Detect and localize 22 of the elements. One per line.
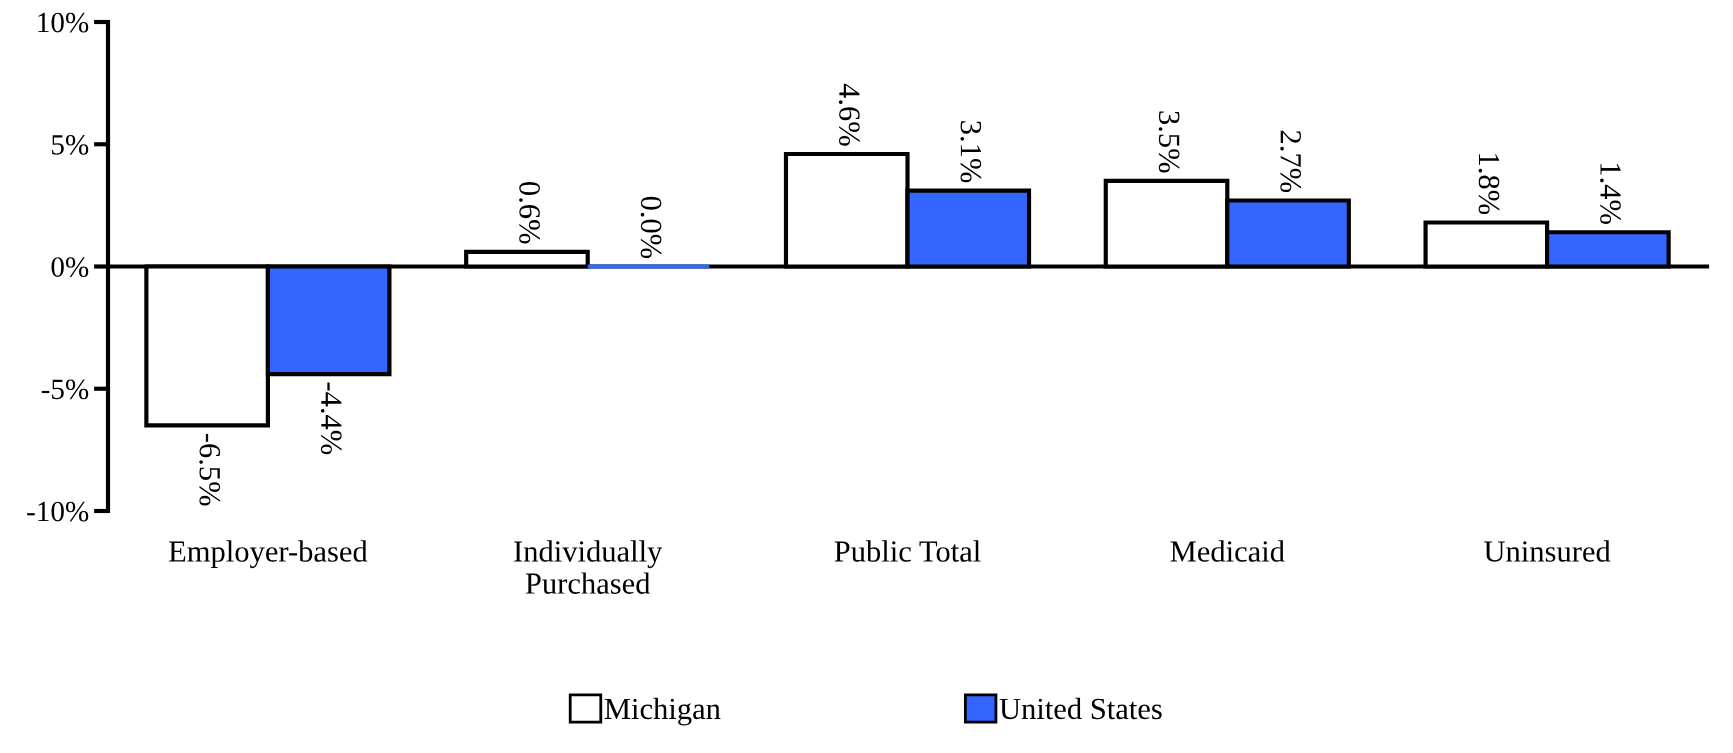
data-label: 1.4%	[1600, 163, 1621, 224]
y-tick-label: 0%	[51, 257, 89, 277]
x-tick-label: Uninsured	[1484, 540, 1611, 562]
data-label: 3.5%	[1158, 111, 1180, 173]
x-tick-label: Individually Purchased	[514, 540, 663, 594]
x-tick-label: Public Total	[834, 540, 981, 562]
y-tick-label: 10%	[38, 12, 89, 33]
y-tick-label: -10%	[27, 501, 89, 522]
y-tick-label: 5%	[52, 134, 89, 155]
data-label: 2.7%	[1280, 130, 1302, 193]
data-label: -6.5%	[199, 433, 221, 506]
legend-label: United States	[999, 697, 1162, 720]
data-label: 1.8%	[1478, 154, 1500, 215]
legend-label: Michigan	[604, 697, 721, 726]
x-tick-label: Medicaid	[1170, 540, 1285, 562]
data-label: 0.6%	[519, 182, 540, 244]
data-label: 4.6%	[838, 83, 860, 146]
data-label: -4.4%	[320, 382, 342, 455]
y-tick-label: -5%	[41, 379, 89, 400]
data-label: 0.0%	[640, 196, 662, 259]
x-tick-label: Employer-based	[168, 540, 368, 569]
data-label: 3.1%	[960, 121, 982, 183]
